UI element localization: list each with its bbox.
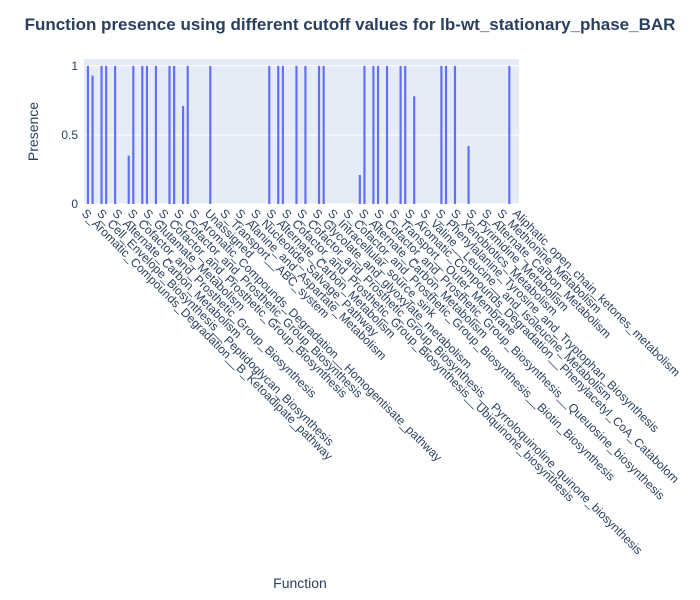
bar — [440, 65, 443, 205]
bar — [141, 65, 144, 205]
chart-title: Function presence using different cutoff… — [25, 15, 676, 34]
bar — [453, 65, 457, 205]
bar — [372, 65, 375, 205]
y-tick-label: 0 — [71, 197, 78, 211]
bar — [281, 65, 284, 205]
plot-area — [84, 59, 519, 204]
bar — [173, 65, 176, 205]
bar — [268, 65, 271, 205]
bar — [209, 65, 212, 205]
bar — [132, 65, 135, 205]
bar — [154, 65, 157, 205]
bar — [182, 105, 185, 204]
bar — [145, 65, 149, 205]
x-axis-ticks: S_Aromatic_Compounds_Degradation__B_Keto… — [79, 206, 683, 557]
bar — [86, 65, 90, 205]
bar — [304, 65, 307, 205]
bar — [295, 65, 298, 205]
y-tick-label: 1 — [71, 59, 78, 73]
y-axis-ticks: 00.51 — [61, 59, 78, 211]
bars — [86, 65, 511, 205]
bar — [127, 155, 130, 204]
y-axis-title: Presence — [25, 102, 41, 161]
bar — [413, 96, 416, 204]
bar — [404, 65, 407, 205]
y-tick-label: 0.5 — [61, 128, 78, 142]
bar — [100, 65, 103, 205]
bar — [317, 65, 321, 205]
bar — [105, 65, 108, 205]
bar — [358, 175, 361, 204]
bar — [168, 65, 171, 205]
bar — [322, 65, 325, 205]
x-axis-title: Function — [273, 575, 327, 591]
bar — [385, 65, 389, 205]
bar — [376, 65, 380, 205]
bar — [114, 65, 117, 205]
bar — [91, 75, 94, 204]
bar — [186, 65, 189, 205]
bar — [508, 65, 511, 205]
bar — [277, 65, 280, 205]
bar — [363, 65, 366, 205]
bar — [399, 65, 402, 205]
bar — [467, 146, 470, 204]
bar — [444, 65, 448, 205]
